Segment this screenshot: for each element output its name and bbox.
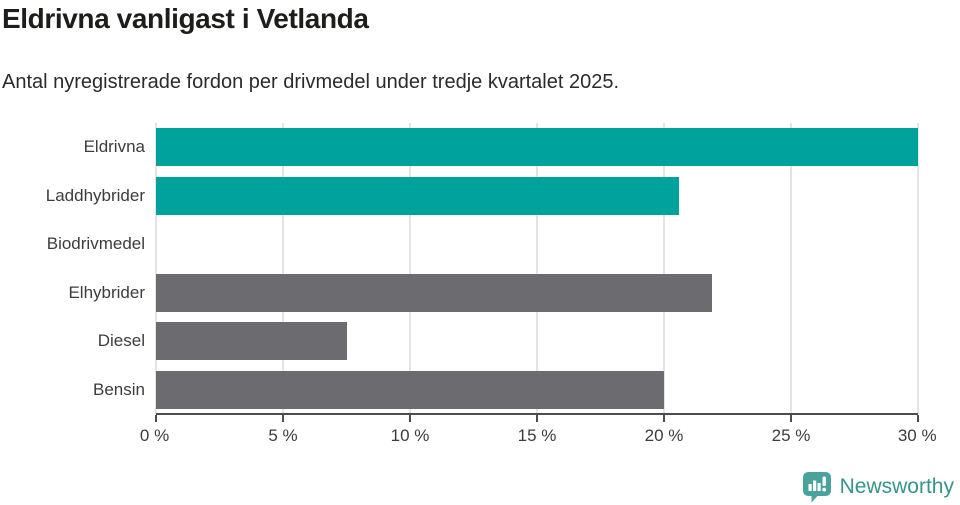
tick-mark xyxy=(155,415,157,422)
gridline xyxy=(536,123,538,414)
tick-mark xyxy=(663,415,665,422)
gridline xyxy=(409,123,411,414)
bar-laddhybrider xyxy=(156,176,680,215)
tick-label: 30 % xyxy=(897,426,937,445)
category-label: Bensin xyxy=(93,379,145,399)
bar-row xyxy=(156,123,918,172)
tick-label: 0 % xyxy=(139,426,170,445)
bar-row xyxy=(156,220,918,269)
chart-title: Eldrivna vanligast i Vetlanda xyxy=(2,3,369,34)
x-axis: 0 % 5 % 10 % 15 % 20 % 25 % 30 % xyxy=(140,413,937,457)
bar-elhybrider xyxy=(156,273,713,312)
bar-row xyxy=(156,172,918,221)
newsworthy-bubble-chart-icon xyxy=(802,472,831,503)
newsworthy-brand-text: Newsworthy xyxy=(839,475,954,498)
chart-subtitle: Antal nyregistrerade fordon per drivmede… xyxy=(2,71,620,93)
gridline xyxy=(790,123,792,414)
category-label: Biodrivmedel xyxy=(46,234,145,254)
tick-label: 5 % xyxy=(268,426,298,445)
gridline xyxy=(282,123,284,414)
tick-label: 20 % xyxy=(644,426,684,445)
bar-row xyxy=(156,317,918,366)
bar-diesel xyxy=(156,322,347,361)
tick-label: 10 % xyxy=(390,426,430,445)
newsworthy-logo[interactable]: Newsworthy xyxy=(802,471,954,503)
bar-rows xyxy=(156,123,918,414)
gridline xyxy=(917,123,919,414)
tick-mark xyxy=(282,415,284,422)
category-label: Laddhybrider xyxy=(45,185,145,205)
tick-label: 15 % xyxy=(517,426,557,445)
gridline xyxy=(663,123,665,414)
bar-row xyxy=(156,366,918,415)
plot-area xyxy=(155,123,919,414)
tick-mark xyxy=(409,415,411,422)
category-labels: Eldrivna Laddhybrider Biodrivmedel Elhybrid… xyxy=(0,123,145,414)
tick-mark xyxy=(536,415,538,422)
bar-eldrivna xyxy=(156,128,918,167)
bar-row xyxy=(156,269,918,318)
category-label: Diesel xyxy=(97,331,145,351)
tick-mark xyxy=(917,415,919,422)
category-label: Elhybrider xyxy=(68,282,145,302)
tick-mark xyxy=(790,415,792,422)
tick-label: 25 % xyxy=(771,426,811,445)
category-label: Eldrivna xyxy=(83,137,145,157)
gridline xyxy=(155,123,157,414)
bar-bensin xyxy=(156,370,664,409)
